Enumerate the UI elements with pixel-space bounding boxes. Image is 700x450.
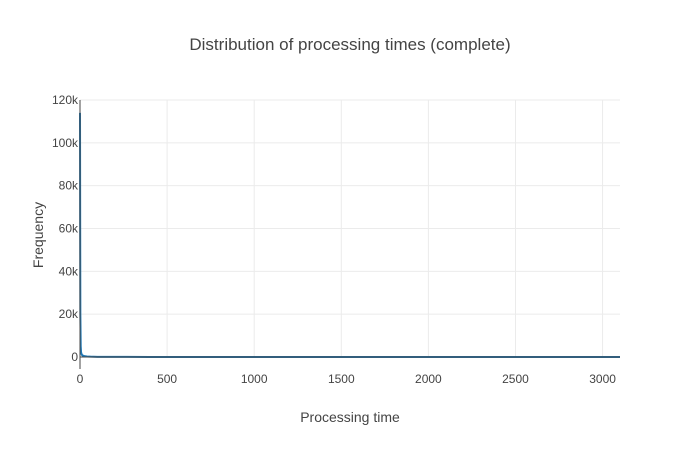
y-tick-label: 60k [59,222,79,236]
x-tick-label: 2500 [502,372,529,386]
x-tick-label: 2000 [415,372,442,386]
x-tick-label: 1500 [328,372,355,386]
x-tick-labels: 0 500 1000 1500 2000 2500 3000 [77,372,617,386]
y-axis-title: Frequency [30,202,46,268]
y-tick-label: 100k [52,136,79,150]
y-tick-label: 120k [52,93,79,107]
y-tick-label: 20k [59,307,79,321]
x-tick-label: 500 [157,372,177,386]
y-tick-labels: 0 20k 40k 60k 80k 100k 120k [52,93,79,364]
y-tick-label: 0 [71,350,78,364]
y-tick-label: 80k [59,179,79,193]
y-tick-label: 40k [59,264,79,278]
x-tick-label: 3000 [589,372,616,386]
y-gridlines [80,99,620,315]
x-tick-label: 1000 [241,372,268,386]
chart-title: Distribution of processing times (comple… [189,35,510,54]
x-tick-label: 0 [77,372,84,386]
x-axis-title: Processing time [300,409,400,425]
